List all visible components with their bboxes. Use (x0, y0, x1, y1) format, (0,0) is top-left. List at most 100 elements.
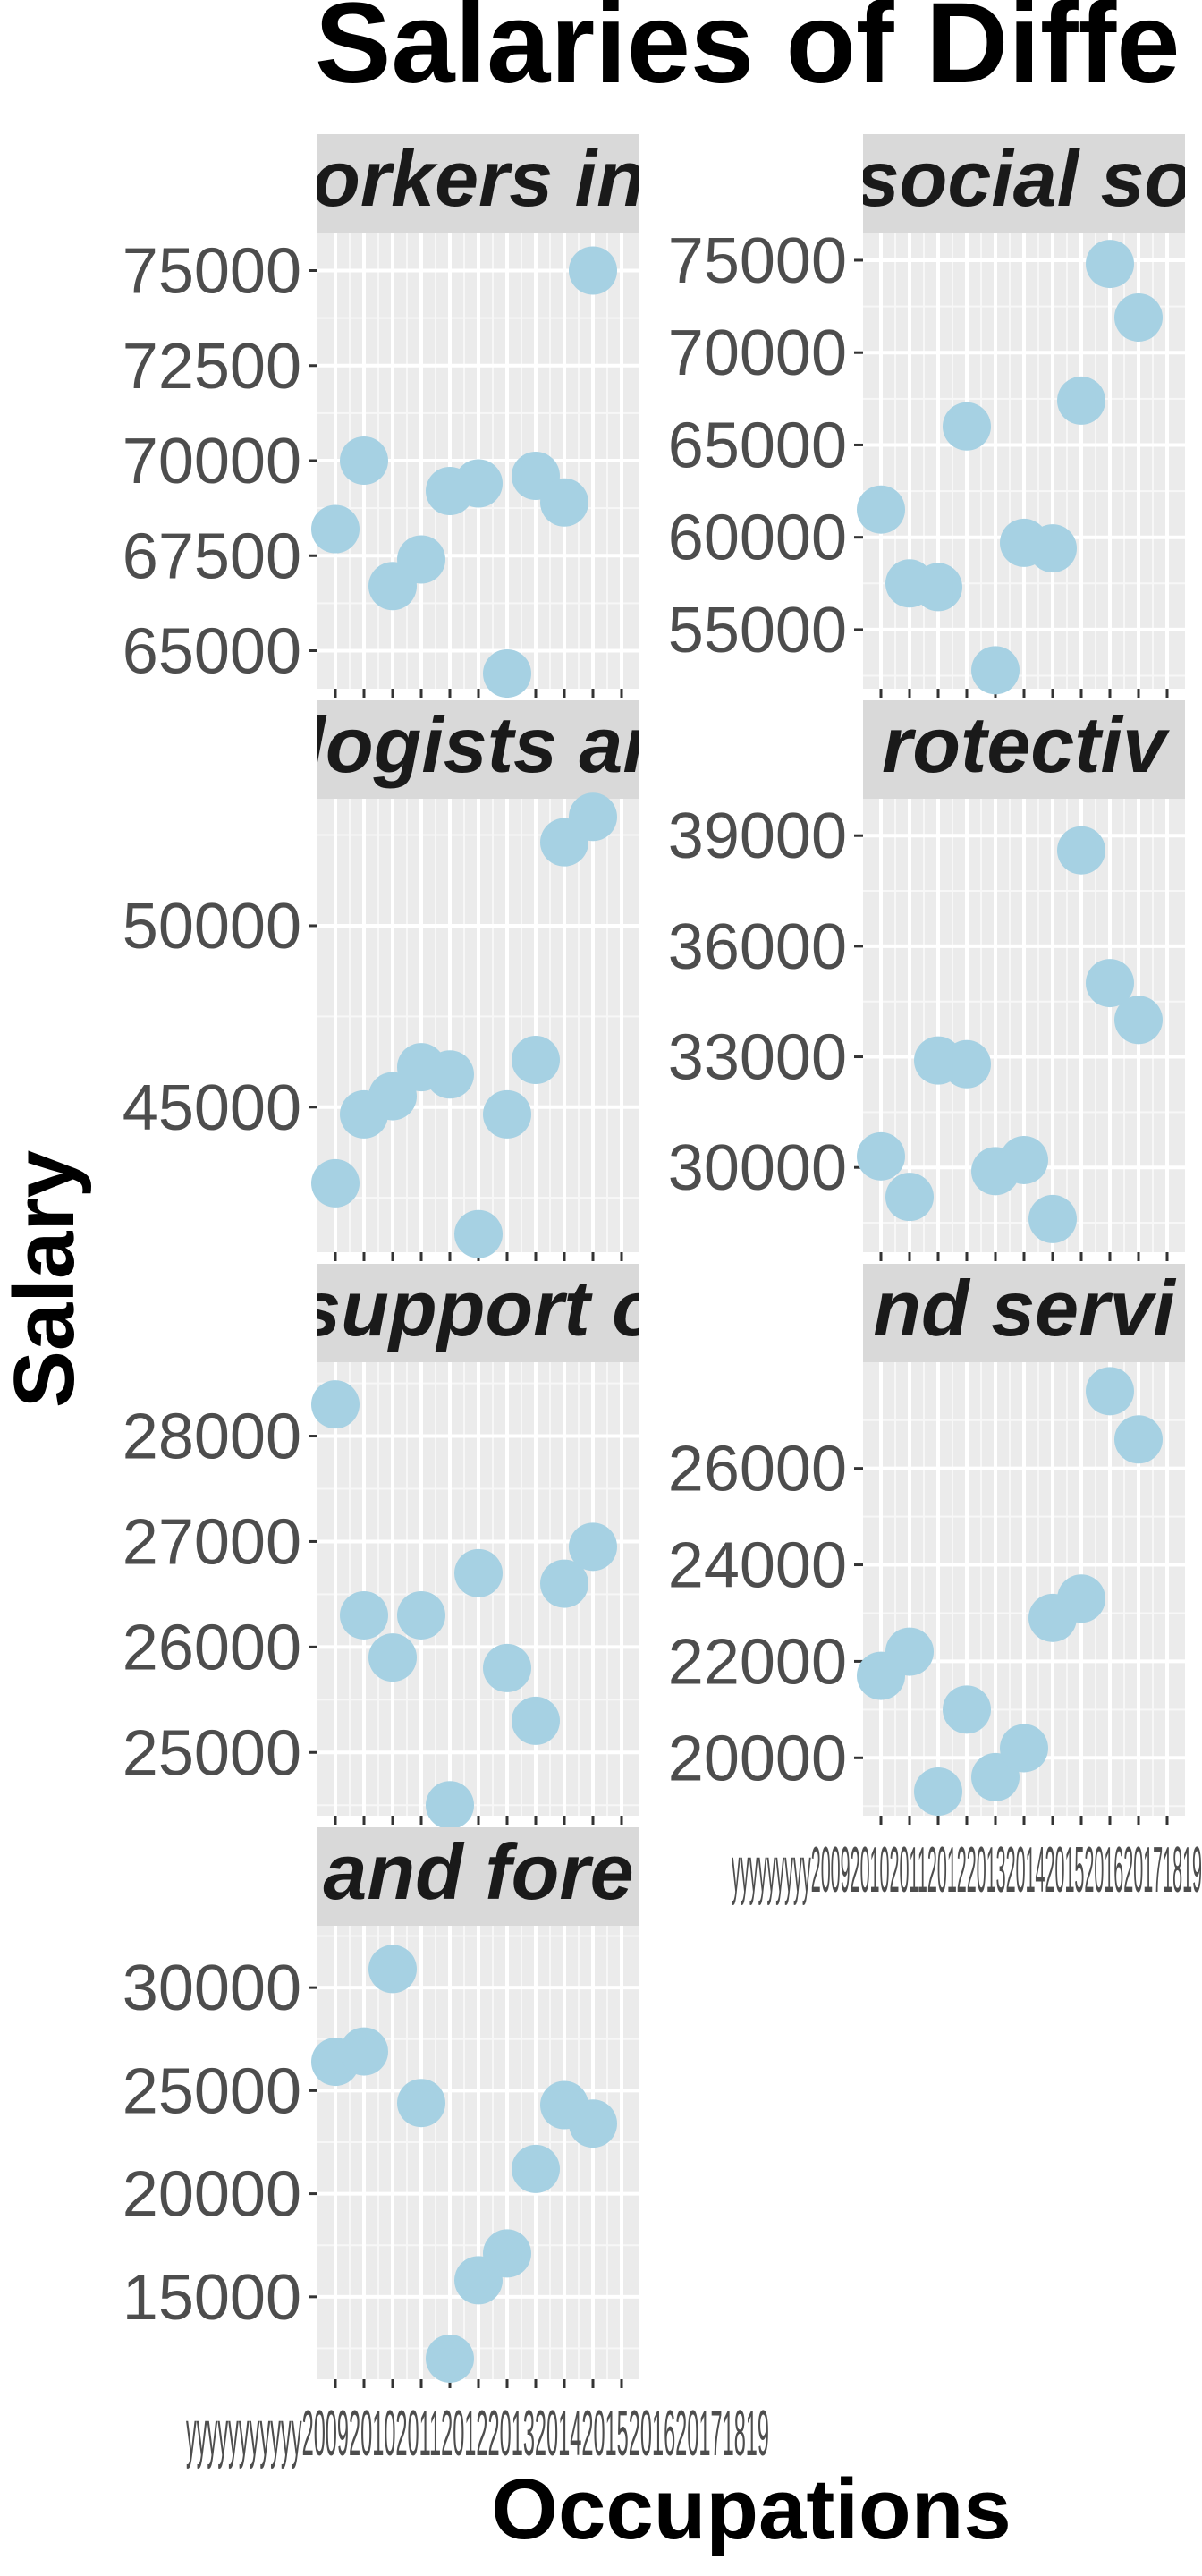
y-tick-label: 70000 (668, 318, 847, 389)
data-point (426, 1781, 474, 1830)
y-tick-label: 20000 (123, 2159, 301, 2231)
facet-panel: support o 25000 26000 27000 28000 (123, 1264, 660, 1830)
data-point (1086, 1367, 1134, 1416)
y-tick-label: 26000 (668, 1434, 847, 1505)
data-point (569, 246, 617, 295)
data-point (569, 1522, 617, 1572)
data-points (311, 792, 617, 1258)
data-point (1057, 1574, 1105, 1623)
x-tick-labels-right: yyyyyyyyy2009201020112012201320142015201… (732, 1835, 1202, 1906)
y-tick-label: 28000 (123, 1402, 301, 1473)
data-point (1000, 1135, 1048, 1184)
y-tick-label: 65000 (668, 410, 847, 481)
y-tick-label: 27000 (123, 1506, 301, 1578)
facet-strip-label: social so (856, 134, 1193, 223)
data-point (311, 1380, 360, 1429)
data-point (426, 2334, 474, 2383)
data-point (1057, 826, 1105, 875)
y-tick-label: 26000 (123, 1612, 301, 1683)
data-point (340, 2027, 388, 2076)
facet-panel: rotectiv 30000 33000 36000 39000 (668, 700, 1185, 1261)
facet-strip (863, 134, 1185, 233)
data-points (311, 246, 617, 698)
data-point (540, 478, 588, 527)
facet-strip-label: nd servi (873, 1264, 1176, 1352)
data-point (914, 1767, 962, 1817)
data-point (368, 1945, 417, 1994)
data-point (512, 1696, 560, 1745)
y-tick-label: 36000 (668, 911, 847, 983)
data-point (914, 563, 962, 612)
data-point (512, 1036, 560, 1085)
facet-panel: logists ar 45000 50000 (123, 700, 657, 1261)
data-point (483, 2229, 531, 2278)
data-points (311, 1945, 617, 2383)
facet-strip (317, 134, 639, 233)
facet-panel: and fore 15000 20000 25000 30000 (123, 1827, 639, 2388)
data-point (1114, 1415, 1163, 1464)
y-tick-label: 67500 (123, 521, 301, 592)
data-point (483, 1643, 531, 1692)
facet-strip-label: support o (297, 1264, 660, 1352)
y-tick-label: 15000 (123, 2262, 301, 2334)
y-tick-label: 60000 (668, 503, 847, 574)
data-point (311, 504, 360, 554)
y-axis-title: Salary (0, 1150, 92, 1408)
facet-strip (317, 1827, 639, 1926)
facet-panel: orkers in 65000 67500 70000 72500 75000 (123, 134, 639, 698)
facet-panel: nd servi 20000 22000 24000 26000 (668, 1264, 1185, 1825)
facet-panels: orkers in6500067500700007250075000social… (123, 134, 1193, 2388)
data-points (857, 240, 1163, 695)
y-tick-label: 70000 (123, 426, 301, 497)
gridlines (317, 799, 639, 1252)
facet-strip (863, 700, 1185, 799)
facet-strip-label: and fore (323, 1827, 633, 1916)
data-point (512, 2144, 560, 2193)
data-point (1114, 292, 1163, 342)
data-point (397, 2079, 445, 2128)
data-point (340, 1590, 388, 1640)
data-point (1086, 240, 1134, 289)
facet-strip (317, 1264, 639, 1362)
data-point (483, 1089, 531, 1139)
y-tick-label: 75000 (123, 236, 301, 308)
data-points (857, 826, 1163, 1243)
data-point (454, 1548, 503, 1597)
y-tick-label: 30000 (123, 1953, 301, 2024)
y-tick-label: 45000 (123, 1072, 301, 1144)
data-point (569, 792, 617, 842)
y-tick-label: 20000 (668, 1723, 847, 1794)
gridlines (863, 233, 1185, 689)
facet-strip (317, 700, 639, 799)
y-tick-label: 33000 (668, 1022, 847, 1094)
facet-strip-label: logists ar (303, 700, 657, 789)
y-tick-label: 75000 (668, 225, 847, 297)
data-point (426, 1050, 474, 1099)
y-tick-label: 25000 (123, 1717, 301, 1789)
data-point (1086, 959, 1134, 1008)
data-point (569, 2099, 617, 2148)
y-tick-label: 30000 (668, 1132, 847, 1204)
y-tick-label: 55000 (668, 595, 847, 666)
data-points (857, 1367, 1163, 1817)
x-axis-title: Occupations (491, 2462, 1011, 2557)
y-tick-label: 25000 (123, 2055, 301, 2127)
data-point (483, 649, 531, 698)
data-point (1028, 1194, 1077, 1243)
data-point (857, 1131, 905, 1181)
data-point (971, 646, 1020, 695)
x-tick-labels-left: yyyyyyyyyyy20092010201120122013201420152… (186, 2398, 769, 2470)
y-tick-label: 50000 (123, 891, 301, 962)
data-point (943, 1685, 991, 1734)
data-point (885, 1173, 934, 1222)
x-tick-labels: yyyyyyyyyyy20092010201120122013201420152… (186, 1835, 1202, 2470)
y-tick-label: 72500 (123, 331, 301, 402)
data-point (368, 1633, 417, 1682)
facet-panel: social so 55000 60000 65000 70000 75000 (668, 134, 1193, 698)
y-tick-label: 65000 (123, 616, 301, 688)
data-point (943, 402, 991, 451)
gridlines (317, 1926, 639, 2379)
data-point (454, 1209, 503, 1258)
facet-strip (863, 1264, 1185, 1362)
